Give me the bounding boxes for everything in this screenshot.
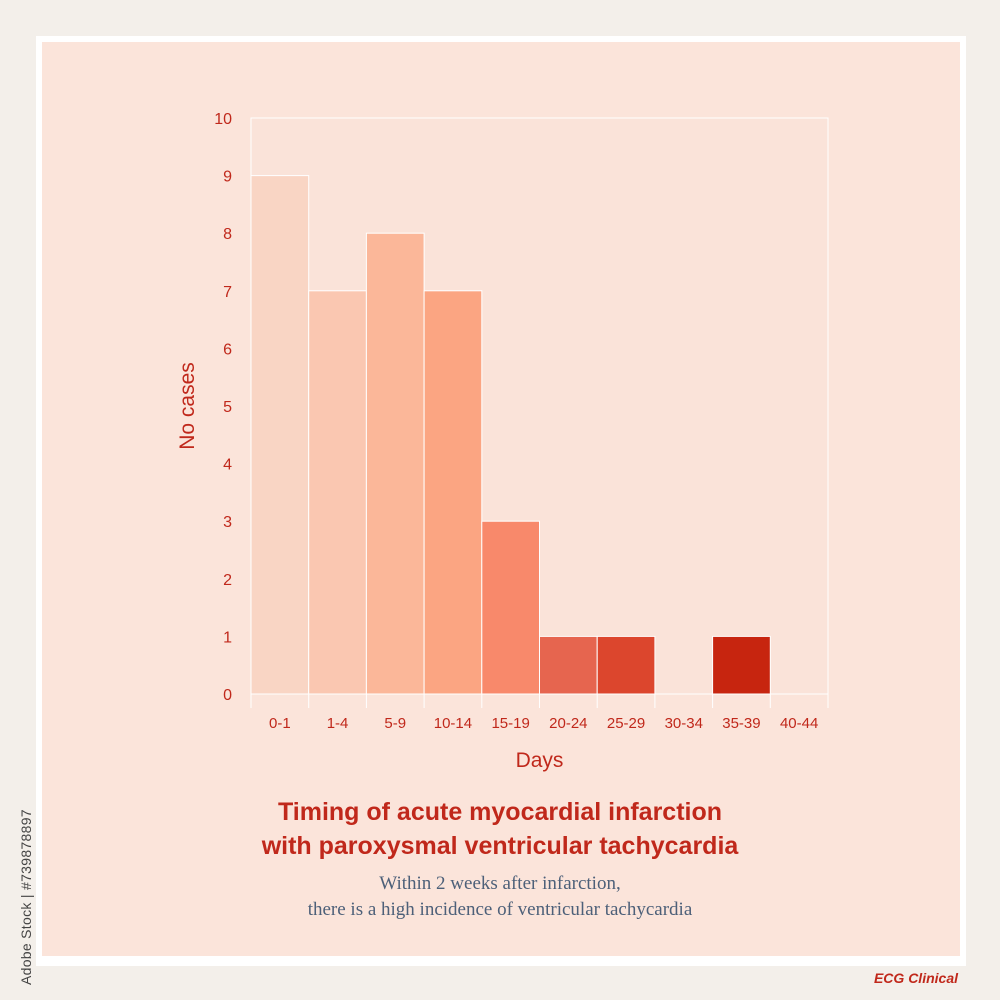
- brand-label: ECG Clinical: [873, 970, 958, 986]
- y-axis-label: No cases: [176, 362, 199, 450]
- bar-35-39: [712, 635, 771, 695]
- bar-15-19: [481, 520, 540, 695]
- y-tick-label: 5: [223, 399, 232, 416]
- y-tick-label: 6: [223, 341, 232, 358]
- x-tick-label: 25-29: [607, 715, 645, 732]
- x-tick-label: 20-24: [549, 715, 587, 732]
- y-tick-label: 10: [214, 111, 232, 128]
- x-axis-label: Days: [516, 749, 564, 772]
- y-tick-label: 0: [223, 687, 232, 704]
- bar-20-24: [539, 635, 598, 695]
- bar-1-4: [308, 290, 367, 695]
- bar-25-29: [596, 635, 656, 695]
- x-tick-label: 15-19: [491, 715, 529, 732]
- x-tick-label: 0-1: [269, 715, 291, 732]
- x-tick-label: 30-34: [665, 715, 703, 732]
- bar-5-9: [365, 232, 425, 695]
- y-tick-label: 3: [223, 514, 232, 531]
- chart-title-line-1: Timing of acute myocardial infarction: [277, 798, 723, 826]
- x-tick-label: 1-4: [327, 715, 349, 732]
- x-tick-label: 10-14: [434, 715, 472, 732]
- x-tick-label: 40-44: [780, 715, 818, 732]
- y-tick-label: 9: [223, 169, 232, 186]
- x-tick-label: 35-39: [722, 715, 760, 732]
- x-tick-label: 5-9: [384, 715, 406, 732]
- bar-0-1: [250, 175, 310, 695]
- stock-image-id: Adobe Stock | #739878897: [18, 809, 34, 985]
- y-tick-label: 8: [223, 226, 232, 243]
- bar-10-14: [423, 290, 483, 695]
- y-tick-label: 2: [223, 572, 232, 589]
- bar-chart: 0-1 1-4 5-9 10-14 15-19 20-24 25-29 30-34 35-39 4…: [176, 111, 829, 772]
- y-tick-label: 1: [223, 629, 232, 646]
- chart-subtitle-line-2: there is a high incidence of ventricular…: [307, 899, 693, 920]
- chart-title-line-2: with paroxysmal ventricular tachycardia: [261, 832, 739, 860]
- y-tick-label: 4: [223, 457, 232, 474]
- chart-subtitle-line-1: Within 2 weeks after infarction,: [379, 873, 621, 894]
- y-tick-label: 7: [223, 284, 232, 301]
